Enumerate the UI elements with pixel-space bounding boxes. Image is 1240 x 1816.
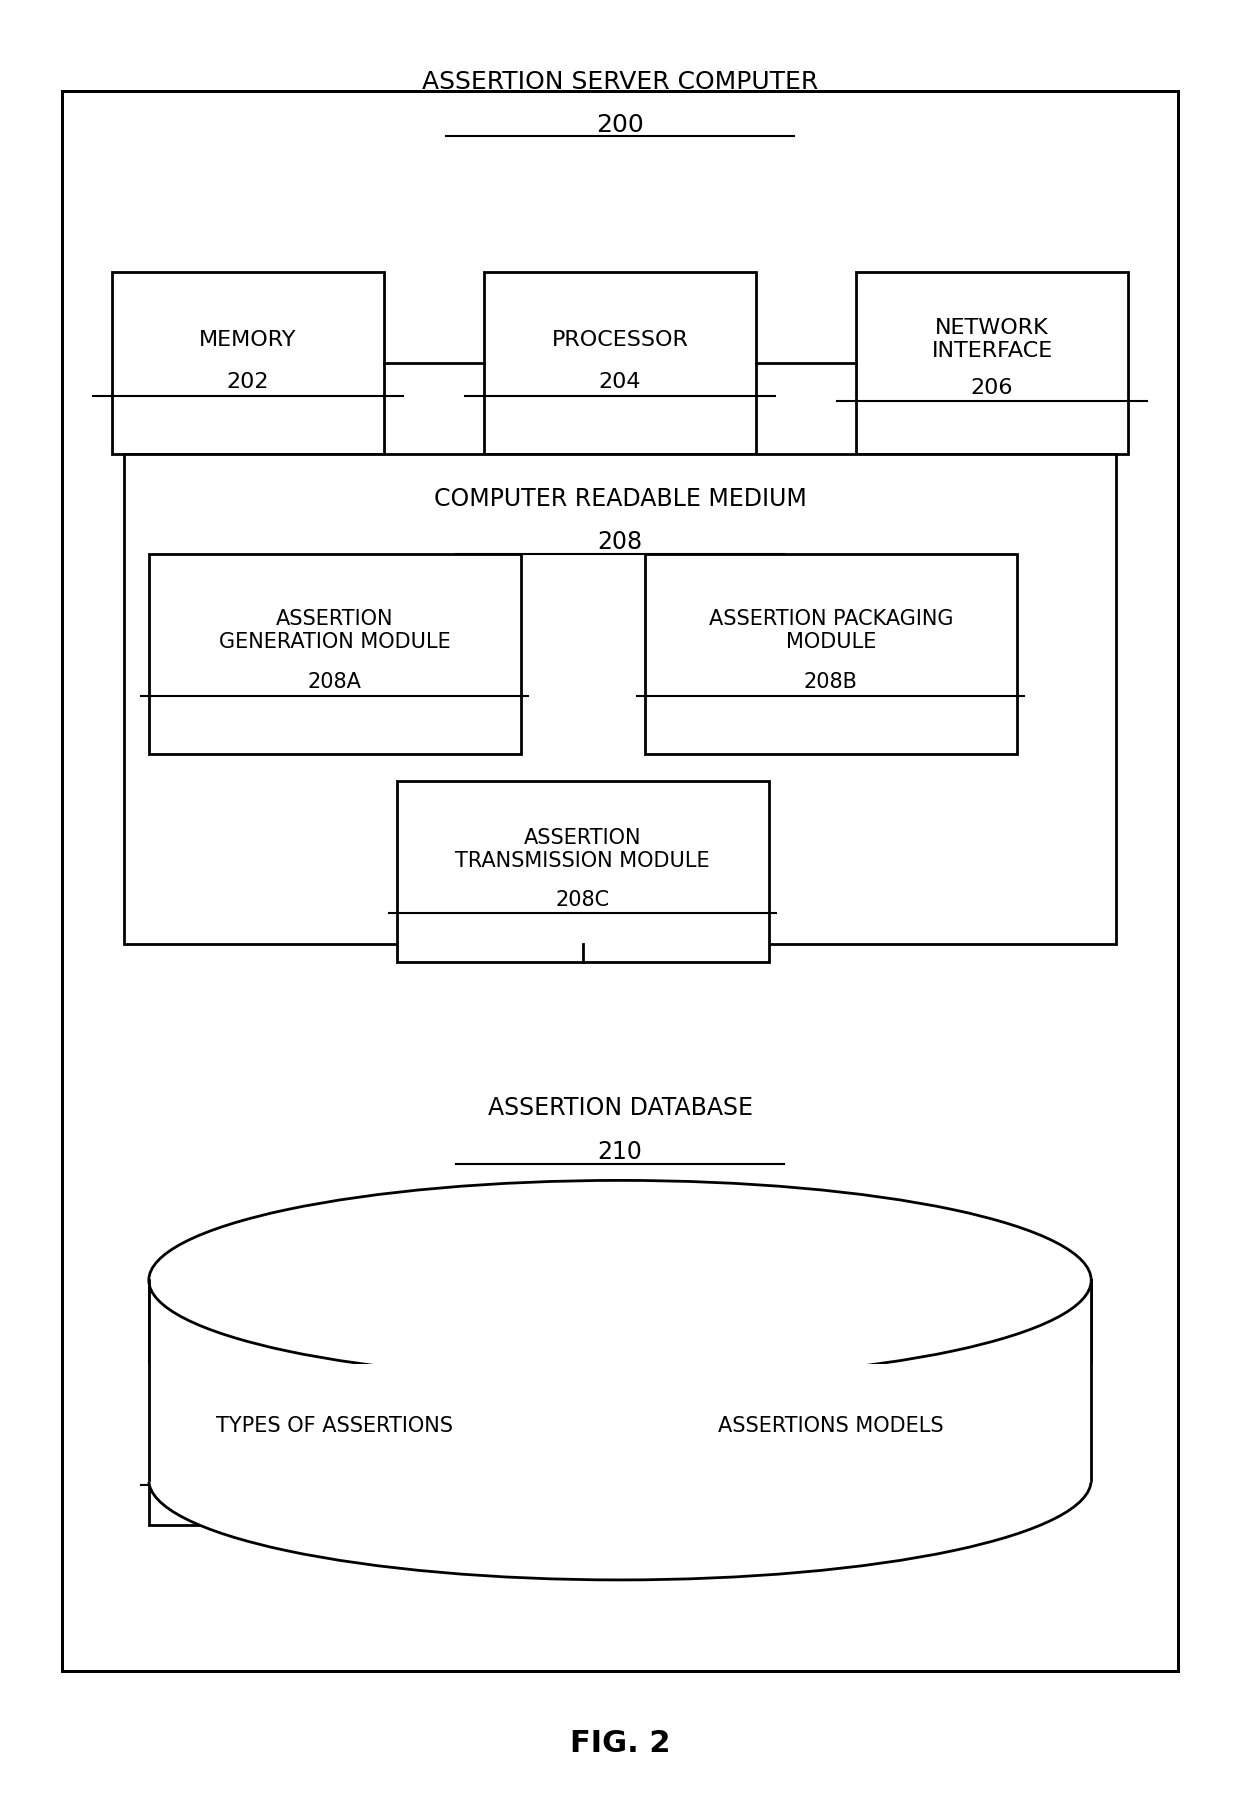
Text: COMPUTER READABLE MEDIUM: COMPUTER READABLE MEDIUM [434, 487, 806, 512]
Text: 210: 210 [598, 1140, 642, 1164]
Text: 200: 200 [596, 113, 644, 136]
Text: 208A: 208A [308, 672, 362, 692]
Text: ASSERTION
TRANSMISSION MODULE: ASSERTION TRANSMISSION MODULE [455, 828, 711, 872]
Text: TYPES OF ASSERTIONS: TYPES OF ASSERTIONS [216, 1415, 454, 1436]
FancyBboxPatch shape [645, 554, 1017, 754]
Text: ASSERTION SERVER COMPUTER: ASSERTION SERVER COMPUTER [422, 69, 818, 94]
FancyBboxPatch shape [149, 1280, 1091, 1480]
Text: 208: 208 [598, 530, 642, 554]
FancyBboxPatch shape [645, 1362, 1017, 1525]
Ellipse shape [149, 1180, 1091, 1380]
Text: 204: 204 [599, 372, 641, 392]
Text: 208C: 208C [556, 890, 610, 910]
FancyBboxPatch shape [136, 1364, 1104, 1482]
Text: 206: 206 [971, 378, 1013, 398]
FancyBboxPatch shape [112, 272, 384, 454]
FancyBboxPatch shape [149, 554, 521, 754]
Text: ASSERTION PACKAGING
MODULE: ASSERTION PACKAGING MODULE [708, 608, 954, 652]
Text: FIG. 2: FIG. 2 [569, 1729, 671, 1758]
Text: 210B: 210B [804, 1462, 858, 1482]
Text: NETWORK
INTERFACE: NETWORK INTERFACE [931, 318, 1053, 361]
Text: PROCESSOR: PROCESSOR [552, 329, 688, 350]
FancyBboxPatch shape [124, 454, 1116, 944]
Text: ASSERTION DATABASE: ASSERTION DATABASE [487, 1095, 753, 1120]
Text: 210A: 210A [308, 1462, 362, 1482]
FancyBboxPatch shape [856, 272, 1128, 454]
Text: ASSERTIONS MODELS: ASSERTIONS MODELS [718, 1415, 944, 1436]
FancyBboxPatch shape [62, 91, 1178, 1671]
FancyBboxPatch shape [149, 1362, 521, 1525]
Text: 202: 202 [227, 372, 269, 392]
Text: ASSERTION
GENERATION MODULE: ASSERTION GENERATION MODULE [219, 608, 450, 652]
Text: 208B: 208B [804, 672, 858, 692]
FancyBboxPatch shape [397, 781, 769, 962]
FancyBboxPatch shape [484, 272, 756, 454]
Ellipse shape [149, 1380, 1091, 1580]
Text: MEMORY: MEMORY [200, 329, 296, 350]
